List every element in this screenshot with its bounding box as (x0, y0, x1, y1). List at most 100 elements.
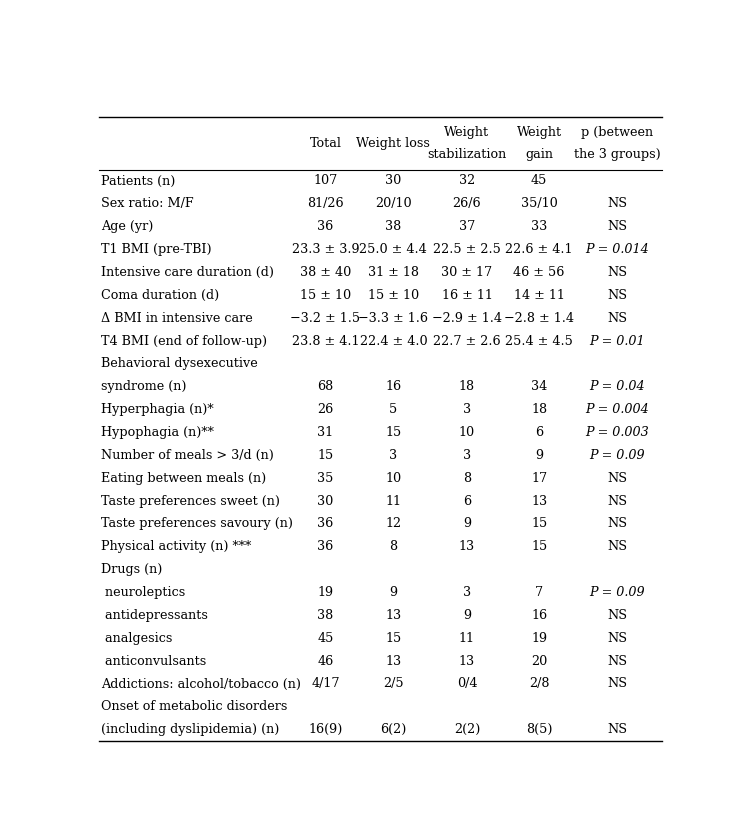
Text: 13: 13 (385, 609, 402, 622)
Text: 15: 15 (385, 426, 402, 439)
Text: 25.0 ± 4.4: 25.0 ± 4.4 (360, 243, 427, 256)
Text: 23.3 ± 3.9: 23.3 ± 3.9 (292, 243, 359, 256)
Text: 15 ± 10: 15 ± 10 (368, 289, 419, 302)
Text: 45: 45 (317, 632, 334, 645)
Text: 26: 26 (317, 403, 334, 416)
Text: 11: 11 (459, 632, 475, 645)
Text: 12: 12 (385, 517, 402, 530)
Text: 20/10: 20/10 (375, 197, 412, 210)
Text: 16: 16 (531, 609, 548, 622)
Text: 34: 34 (531, 381, 548, 393)
Text: −2.8 ± 1.4: −2.8 ± 1.4 (504, 312, 574, 325)
Text: NS: NS (607, 312, 627, 325)
Text: 13: 13 (459, 654, 475, 668)
Text: analgesics: analgesics (101, 632, 173, 645)
Text: 38: 38 (385, 220, 402, 234)
Text: NS: NS (607, 289, 627, 302)
Text: NS: NS (607, 609, 627, 622)
Text: P = 0.004: P = 0.004 (586, 403, 649, 416)
Text: 13: 13 (385, 654, 402, 668)
Text: Sex ratio: M/F: Sex ratio: M/F (101, 197, 194, 210)
Text: Coma duration (d): Coma duration (d) (101, 289, 220, 302)
Text: 26/6: 26/6 (453, 197, 481, 210)
Text: NS: NS (607, 540, 627, 554)
Text: the 3 groups): the 3 groups) (574, 148, 661, 160)
Text: 25.4 ± 4.5: 25.4 ± 4.5 (505, 334, 573, 348)
Text: 30: 30 (317, 495, 334, 507)
Text: NS: NS (607, 266, 627, 279)
Text: Hypophagia (n)**: Hypophagia (n)** (101, 426, 214, 439)
Text: syndrome (n): syndrome (n) (101, 381, 187, 393)
Text: 31: 31 (317, 426, 334, 439)
Text: Age (yr): Age (yr) (101, 220, 153, 234)
Text: Δ BMI in intensive care: Δ BMI in intensive care (101, 312, 253, 325)
Text: NS: NS (607, 472, 627, 485)
Text: Number of meals > 3/d (n): Number of meals > 3/d (n) (101, 449, 274, 462)
Text: 22.4 ± 4.0: 22.4 ± 4.0 (360, 334, 427, 348)
Text: Intensive care duration (d): Intensive care duration (d) (101, 266, 274, 279)
Text: 6: 6 (535, 426, 543, 439)
Text: 9: 9 (535, 449, 543, 462)
Text: 10: 10 (385, 472, 402, 485)
Text: 9: 9 (390, 586, 397, 599)
Text: 9: 9 (463, 609, 471, 622)
Text: T4 BMI (end of follow-up): T4 BMI (end of follow-up) (101, 334, 267, 348)
Text: NS: NS (607, 197, 627, 210)
Text: 10: 10 (459, 426, 475, 439)
Text: 14 ± 11: 14 ± 11 (514, 289, 565, 302)
Text: 30 ± 17: 30 ± 17 (442, 266, 492, 279)
Text: anticonvulsants: anticonvulsants (101, 654, 206, 668)
Text: 17: 17 (531, 472, 548, 485)
Text: 18: 18 (531, 403, 548, 416)
Text: 68: 68 (317, 381, 334, 393)
Text: Weight: Weight (516, 126, 562, 139)
Text: 18: 18 (459, 381, 475, 393)
Text: 37: 37 (459, 220, 475, 234)
Text: 36: 36 (317, 540, 334, 554)
Text: NS: NS (607, 654, 627, 668)
Text: 38 ± 40: 38 ± 40 (300, 266, 351, 279)
Text: 8: 8 (463, 472, 471, 485)
Text: T1 BMI (pre-TBI): T1 BMI (pre-TBI) (101, 243, 212, 256)
Text: 2/8: 2/8 (529, 678, 549, 690)
Text: Hyperphagia (n)*: Hyperphagia (n)* (101, 403, 214, 416)
Text: 8(5): 8(5) (526, 723, 552, 736)
Text: P = 0.09: P = 0.09 (589, 586, 645, 599)
Text: 23.8 ± 4.1: 23.8 ± 4.1 (292, 334, 359, 348)
Text: P = 0.014: P = 0.014 (586, 243, 649, 256)
Text: P = 0.003: P = 0.003 (586, 426, 649, 439)
Text: 46 ± 56: 46 ± 56 (513, 266, 565, 279)
Text: 13: 13 (459, 540, 475, 554)
Text: 15 ± 10: 15 ± 10 (300, 289, 351, 302)
Text: 30: 30 (385, 175, 402, 187)
Text: 22.7 ± 2.6: 22.7 ± 2.6 (433, 334, 501, 348)
Text: −2.9 ± 1.4: −2.9 ± 1.4 (432, 312, 502, 325)
Text: stabilization: stabilization (428, 148, 507, 160)
Text: −3.2 ± 1.5: −3.2 ± 1.5 (291, 312, 361, 325)
Text: Taste preferences savoury (n): Taste preferences savoury (n) (101, 517, 294, 530)
Text: 35/10: 35/10 (521, 197, 557, 210)
Text: Weight: Weight (445, 126, 489, 139)
Text: (including dyslipidemia) (n): (including dyslipidemia) (n) (101, 723, 279, 736)
Text: 2/5: 2/5 (383, 678, 404, 690)
Text: 45: 45 (531, 175, 548, 187)
Text: P = 0.04: P = 0.04 (589, 381, 645, 393)
Text: NS: NS (607, 220, 627, 234)
Text: 19: 19 (317, 586, 334, 599)
Text: 2(2): 2(2) (454, 723, 481, 736)
Text: P = 0.09: P = 0.09 (589, 449, 645, 462)
Text: 15: 15 (385, 632, 402, 645)
Text: NS: NS (607, 678, 627, 690)
Text: neuroleptics: neuroleptics (101, 586, 186, 599)
Text: antidepressants: antidepressants (101, 609, 208, 622)
Text: 20: 20 (531, 654, 548, 668)
Text: 16(9): 16(9) (308, 723, 343, 736)
Text: NS: NS (607, 495, 627, 507)
Text: 15: 15 (317, 449, 334, 462)
Text: 32: 32 (459, 175, 475, 187)
Text: 13: 13 (531, 495, 548, 507)
Text: 4/17: 4/17 (311, 678, 340, 690)
Text: 6: 6 (463, 495, 471, 507)
Text: 16: 16 (385, 381, 402, 393)
Text: 81/26: 81/26 (307, 197, 344, 210)
